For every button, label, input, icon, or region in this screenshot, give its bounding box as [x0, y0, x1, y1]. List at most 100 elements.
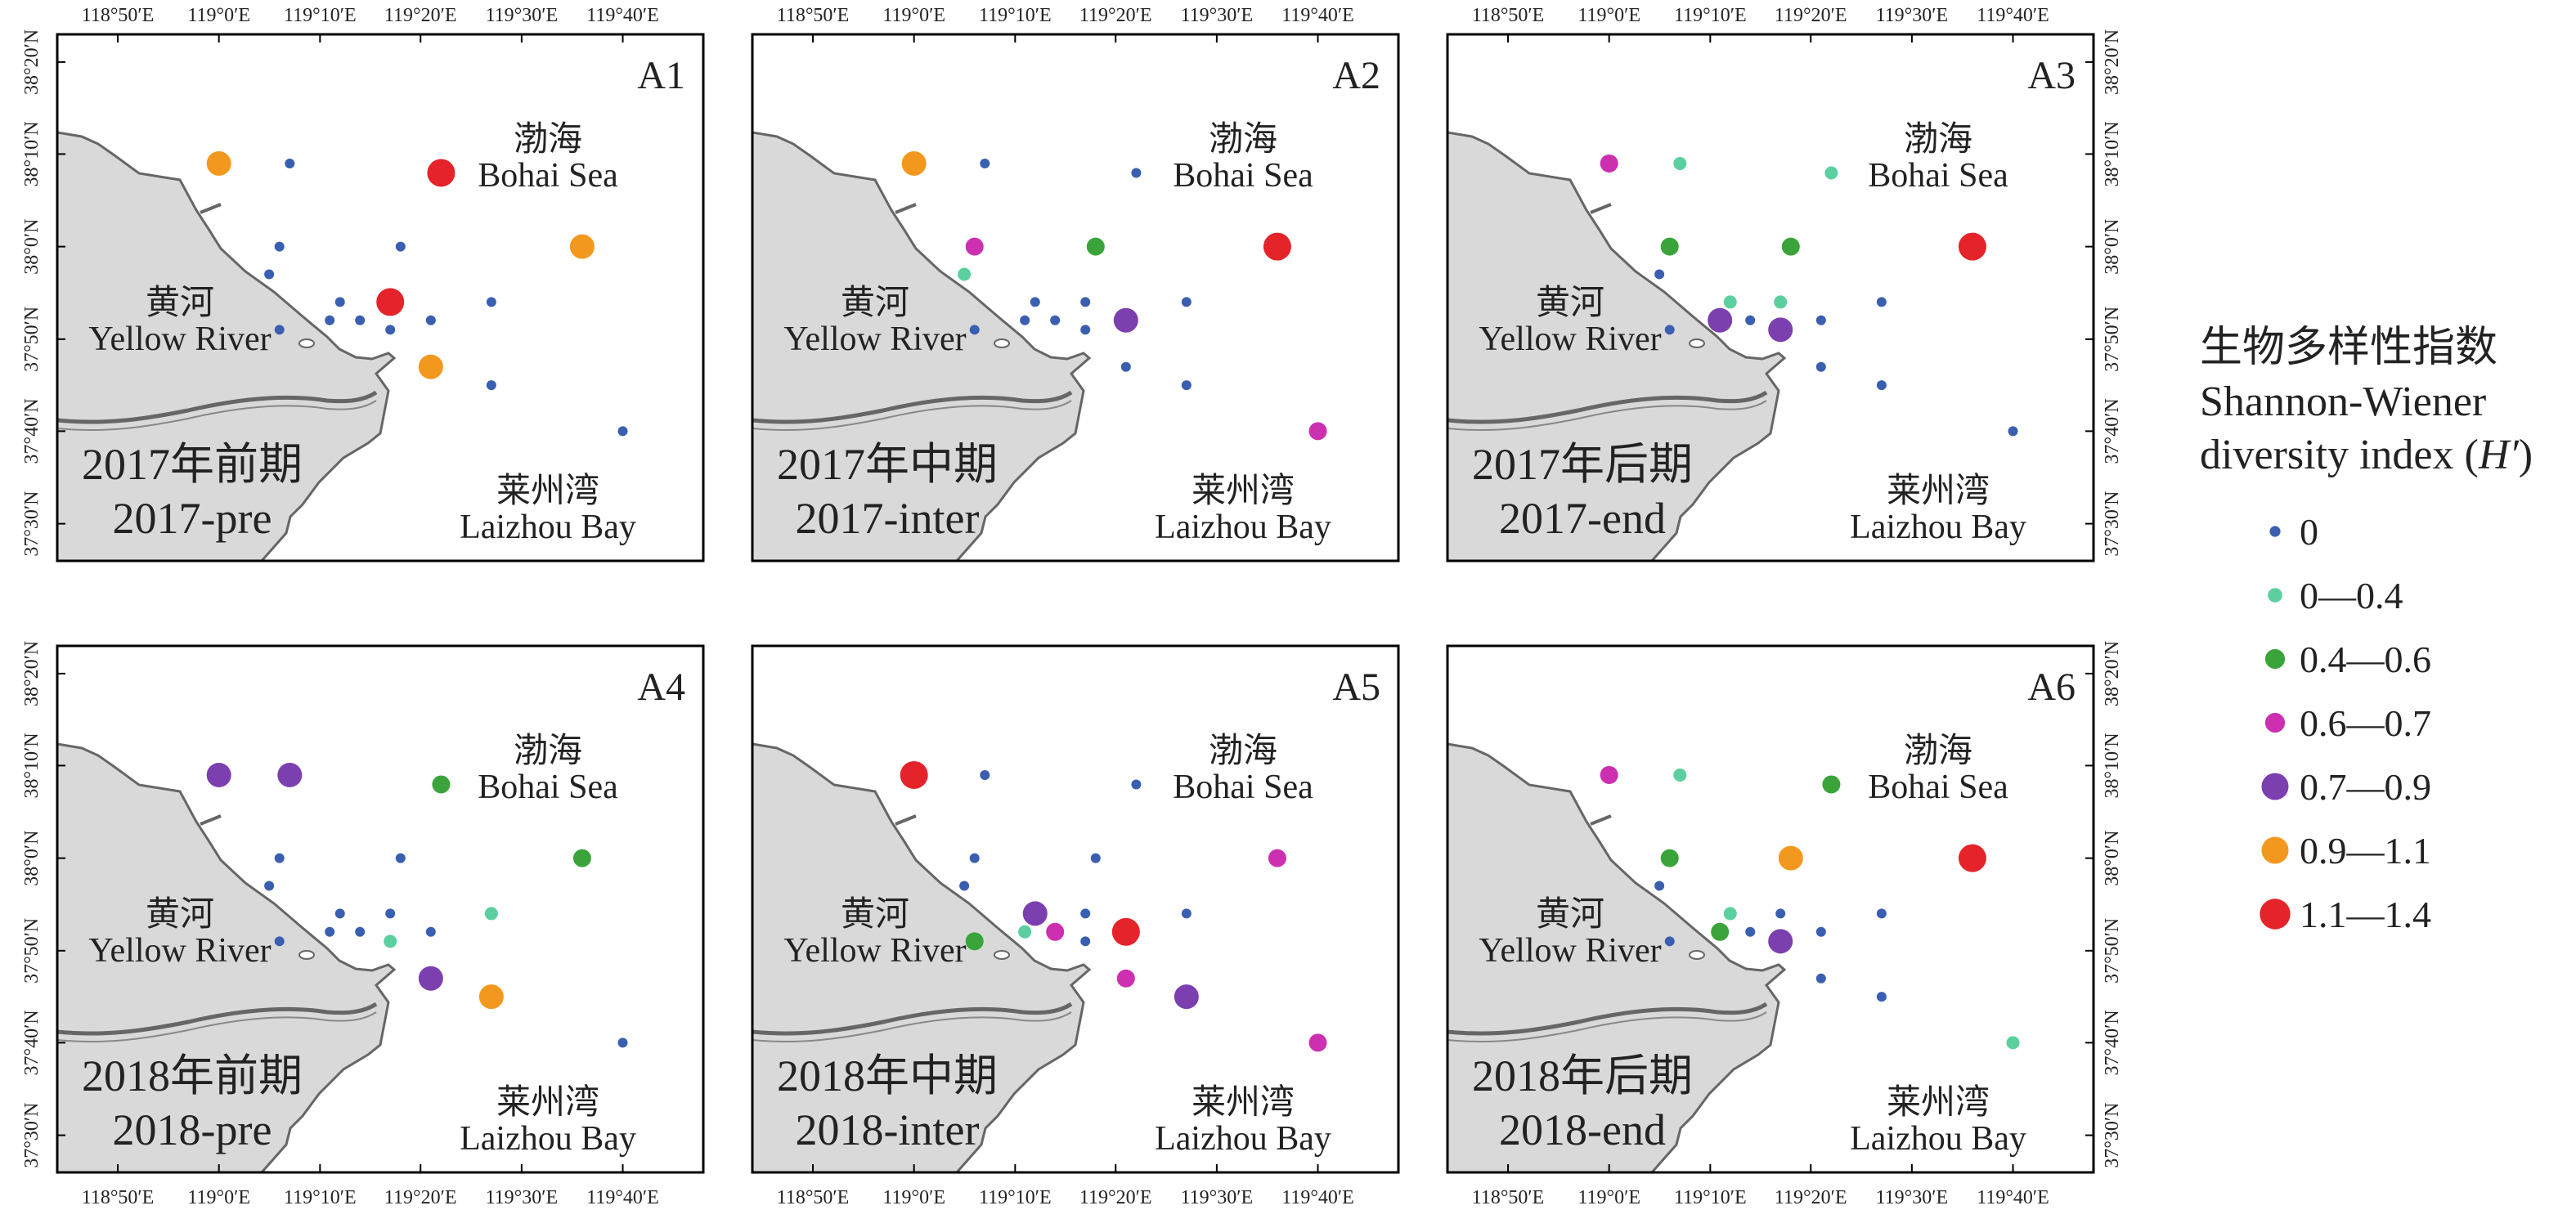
- period-label-cn: 2017年中期: [777, 440, 998, 489]
- yellow-river-channel: [752, 1002, 1073, 1036]
- station-s10: [1181, 908, 1192, 919]
- yellow-river-bank: [57, 400, 377, 432]
- longitude-tick-label: 119°0′E: [1577, 1187, 1640, 1208]
- latitude-tick-label: 37°40′N: [2102, 1010, 2123, 1075]
- station-s17: [1181, 380, 1192, 391]
- longitude-tick-label: 118°50′E: [82, 1187, 155, 1208]
- station-s15: [425, 926, 436, 937]
- panel-id-label: A3: [2027, 54, 2076, 97]
- label-laizhou-cn: 莱州湾: [496, 1083, 599, 1122]
- station-s7: [958, 267, 972, 281]
- period-label-en: 2017-end: [1499, 494, 1666, 543]
- station-s10: [484, 907, 498, 921]
- latitude-tick-label: 38°20′N: [2102, 641, 2123, 706]
- latitude-tick-label: 38°20′N: [21, 641, 43, 706]
- station-s4: [274, 241, 285, 252]
- station-s4: [1660, 237, 1679, 256]
- label-bohai-cn: 渤海: [1209, 121, 1277, 159]
- longitude-tick-label: 118°50′E: [82, 5, 155, 26]
- station-s3: [1822, 775, 1841, 794]
- yellow-river-bank: [1447, 400, 1767, 432]
- latitude-tick-label: 38°10′N: [2102, 121, 2123, 186]
- label-bohai-cn: 渤海: [1209, 733, 1277, 770]
- station-s2: [980, 158, 990, 168]
- latitude-tick-label: 37°40′N: [21, 1010, 43, 1075]
- legend-item-label: 0.7—0.9: [2300, 766, 2431, 808]
- latitude-tick-label: 37°50′N: [2102, 918, 2123, 984]
- legend-swatch: [2268, 588, 2282, 603]
- station-s16: [1120, 361, 1131, 372]
- legend-swatch: [2261, 836, 2289, 864]
- station-s8: [334, 908, 345, 919]
- label-bohai-cn: 渤海: [1904, 733, 1972, 770]
- latitude-tick-label: 38°10′N: [21, 733, 43, 798]
- period-label-cn: 2017年前期: [82, 440, 303, 489]
- harbor-jetty: [895, 203, 917, 214]
- station-s17: [478, 984, 504, 1010]
- station-s5: [1781, 237, 1800, 256]
- station-s7: [264, 269, 275, 280]
- label-laizhou-en: Laizhou Bay: [460, 509, 636, 546]
- latitude-tick-label: 37°40′N: [21, 398, 43, 464]
- station-s17: [1876, 380, 1887, 391]
- station-s17: [1174, 984, 1199, 1010]
- station-s4: [1660, 849, 1679, 867]
- estuary-island: [1689, 338, 1705, 348]
- legend-item-label: 0.9—1.1: [2300, 830, 2431, 872]
- label-laizhou-en: Laizhou Bay: [1850, 509, 2026, 546]
- longitude-tick-label: 119°0′E: [1577, 5, 1640, 26]
- longitude-tick-label: 119°10′E: [284, 1187, 357, 1208]
- longitude-tick-label: 118°50′E: [1472, 1187, 1545, 1208]
- station-s13: [355, 315, 366, 325]
- label-laizhou-en: Laizhou Bay: [1155, 509, 1331, 546]
- period-label-cn: 2018年中期: [777, 1051, 998, 1100]
- station-s14: [385, 325, 396, 335]
- longitude-tick-label: 119°0′E: [187, 1187, 250, 1208]
- station-s1: [1600, 154, 1618, 173]
- legend-items: 0 0—0.4 0.4—0.6 0.6—0.7 0.7—0.9 0.9—1.1 1.1—1.…: [2260, 511, 2431, 935]
- label-bohai-en: Bohai Sea: [478, 157, 618, 195]
- station-s15: [1111, 917, 1140, 946]
- station-s9: [376, 288, 405, 316]
- label-river-cn: 黄河: [1536, 896, 1604, 934]
- harbor-jetty: [895, 814, 917, 826]
- longitude-tick-label: 119°30′E: [1876, 5, 1949, 26]
- station-s7: [959, 881, 970, 891]
- station-s12: [1018, 925, 1032, 939]
- label-river-en: Yellow River: [783, 320, 966, 358]
- yellow-river-channel: [752, 390, 1073, 424]
- station-s18: [1308, 1033, 1327, 1052]
- station-s8: [1723, 907, 1737, 921]
- label-laizhou-en: Laizhou Bay: [1155, 1120, 1331, 1158]
- latitude-tick-label: 37°40′N: [2102, 398, 2123, 464]
- longitude-tick-label: 118°50′E: [777, 1187, 850, 1208]
- station-s2: [1673, 156, 1687, 170]
- station-s4: [965, 237, 984, 256]
- station-s9: [1774, 295, 1788, 309]
- station-s13: [355, 926, 366, 937]
- legend-item-label: 0.4—0.6: [2300, 639, 2431, 680]
- station-s12: [1708, 307, 1733, 333]
- estuary-island: [994, 950, 1010, 960]
- label-laizhou-cn: 莱州湾: [1887, 1083, 1990, 1122]
- station-s10: [486, 297, 496, 307]
- legend-item-label: 1.1—1.4: [2300, 894, 2431, 935]
- period-label-en: 2017-pre: [113, 494, 272, 543]
- longitude-tick-label: 119°40′E: [1977, 5, 2049, 26]
- label-bohai-cn: 渤海: [1904, 121, 1972, 159]
- panel-frame: [751, 33, 1400, 562]
- station-s13: [1050, 315, 1061, 325]
- label-bohai-en: Bohai Sea: [1868, 769, 2008, 806]
- station-s1: [1600, 765, 1618, 784]
- station-s10: [1181, 297, 1192, 307]
- latitude-tick-label: 37°50′N: [21, 307, 43, 372]
- estuary-island: [298, 338, 315, 348]
- legend-title-en-prefix: diversity index (: [2200, 432, 2479, 478]
- longitude-tick-label: 119°20′E: [384, 5, 457, 26]
- panel-frame: [751, 644, 1400, 1174]
- latitude-tick-label: 37°50′N: [21, 918, 43, 984]
- legend: 生物多样性指数 Shannon-Wiener diversity index (…: [2200, 325, 2533, 935]
